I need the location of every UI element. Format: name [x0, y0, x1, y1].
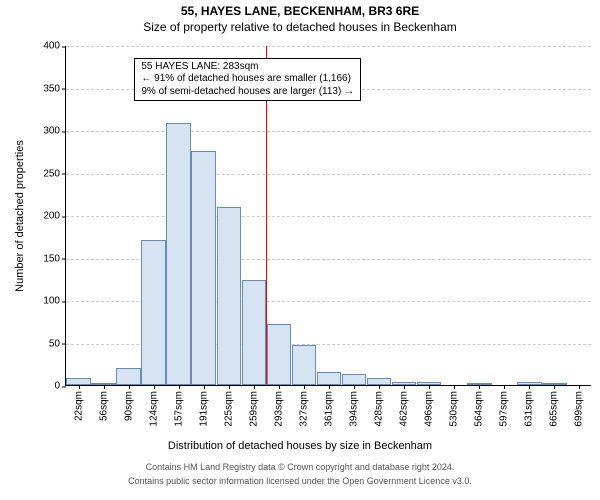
xtick-label: 361sqm	[324, 391, 335, 427]
xtick-label: 631sqm	[524, 391, 535, 427]
xtick-mark	[329, 385, 330, 389]
histogram-bar	[317, 372, 342, 385]
xtick-label: 56sqm	[98, 391, 109, 421]
histogram-bar	[66, 378, 91, 385]
x-axis-label: Distribution of detached houses by size …	[0, 440, 600, 452]
ytick-label: 50	[49, 338, 66, 349]
xtick-label: 90sqm	[123, 391, 134, 421]
xtick-label: 225sqm	[223, 391, 234, 427]
xtick-mark	[404, 385, 405, 389]
footer-copyright-1: Contains HM Land Registry data © Crown c…	[0, 462, 600, 472]
xtick-mark	[279, 385, 280, 389]
histogram-bar	[191, 151, 216, 385]
gridline	[66, 46, 591, 47]
chart-subtitle: Size of property relative to detached ho…	[0, 20, 600, 34]
xtick-label: 665sqm	[549, 391, 560, 427]
chart-container: 55, HAYES LANE, BECKENHAM, BR3 6RE Size …	[0, 0, 600, 500]
xtick-label: 327sqm	[298, 391, 309, 427]
xtick-mark	[579, 385, 580, 389]
histogram-bar	[242, 280, 267, 385]
ytick-label: 300	[43, 126, 66, 137]
xtick-mark	[354, 385, 355, 389]
xtick-mark	[554, 385, 555, 389]
xtick-label: 124sqm	[148, 391, 159, 427]
xtick-mark	[379, 385, 380, 389]
page-title: 55, HAYES LANE, BECKENHAM, BR3 6RE	[0, 4, 600, 18]
xtick-label: 496sqm	[424, 391, 435, 427]
xtick-label: 394sqm	[349, 391, 360, 427]
xtick-mark	[229, 385, 230, 389]
histogram-bar	[367, 378, 392, 385]
xtick-label: 157sqm	[173, 391, 184, 427]
xtick-mark	[479, 385, 480, 389]
xtick-mark	[154, 385, 155, 389]
xtick-label: 564sqm	[474, 391, 485, 427]
xtick-label: 597sqm	[499, 391, 510, 427]
histogram-bar	[166, 123, 191, 385]
histogram-bar	[116, 368, 141, 385]
xtick-label: 428sqm	[374, 391, 385, 427]
gridline	[66, 174, 591, 175]
xtick-mark	[254, 385, 255, 389]
xtick-label: 293sqm	[273, 391, 284, 427]
ytick-label: 250	[43, 168, 66, 179]
xtick-mark	[179, 385, 180, 389]
xtick-label: 699sqm	[574, 391, 585, 427]
ytick-label: 0	[54, 381, 66, 392]
footer-copyright-2: Contains public sector information licen…	[0, 476, 600, 486]
ytick-label: 100	[43, 296, 66, 307]
ytick-label: 400	[43, 41, 66, 52]
xtick-label: 462sqm	[399, 391, 410, 427]
xtick-mark	[504, 385, 505, 389]
gridline	[66, 216, 591, 217]
xtick-mark	[304, 385, 305, 389]
xtick-mark	[204, 385, 205, 389]
xtick-mark	[429, 385, 430, 389]
xtick-mark	[79, 385, 80, 389]
xtick-mark	[529, 385, 530, 389]
callout-line: 55 HAYES LANE: 283sqm	[141, 61, 354, 74]
xtick-mark	[129, 385, 130, 389]
histogram-bar	[217, 207, 242, 386]
xtick-mark	[454, 385, 455, 389]
histogram-bar	[292, 345, 317, 385]
ytick-label: 350	[43, 83, 66, 94]
callout-line: 9% of semi-detached houses are larger (1…	[141, 86, 354, 99]
xtick-mark	[104, 385, 105, 389]
plot-area: 05010015020025030035040022sqm56sqm90sqm1…	[65, 46, 591, 386]
histogram-bar	[267, 324, 292, 385]
xtick-label: 191sqm	[198, 391, 209, 427]
callout-line: ← 91% of detached houses are smaller (1,…	[141, 73, 354, 86]
callout-box: 55 HAYES LANE: 283sqm← 91% of detached h…	[134, 58, 361, 102]
histogram-bar	[342, 374, 367, 385]
ytick-label: 150	[43, 253, 66, 264]
histogram-bar	[141, 240, 166, 385]
y-axis-label: Number of detached properties	[14, 140, 26, 292]
xtick-label: 259sqm	[248, 391, 259, 427]
ytick-label: 200	[43, 211, 66, 222]
xtick-label: 530sqm	[449, 391, 460, 427]
gridline	[66, 131, 591, 132]
xtick-label: 22sqm	[73, 391, 84, 421]
